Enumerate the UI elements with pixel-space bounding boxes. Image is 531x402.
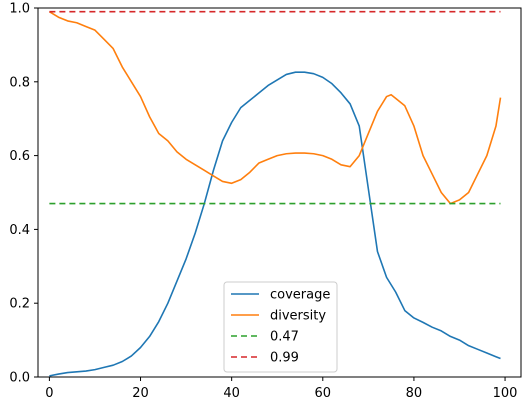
- y-tick-label: 0.0: [9, 371, 30, 386]
- y-tick-label: 1.0: [9, 2, 30, 17]
- series-line-coverage: [49, 71, 501, 377]
- y-tick-label: 0.2: [9, 297, 30, 312]
- legend-box: [223, 281, 338, 373]
- x-tick-label: 60: [315, 386, 332, 401]
- y-tick-label: 0.6: [9, 149, 30, 164]
- y-tick-label: 0.8: [9, 75, 30, 90]
- legend-label: 0.47: [270, 330, 299, 345]
- legend-label: 0.99: [270, 351, 299, 366]
- axes-frame: [37, 7, 522, 378]
- x-tick-label: 0: [45, 386, 53, 401]
- x-tick-label: 40: [223, 386, 240, 401]
- y-tick-label: 0.4: [9, 223, 30, 238]
- x-axis: 0 20 40 60 80 100: [45, 377, 517, 401]
- x-tick-label: 100: [493, 386, 518, 401]
- x-tick-label: 20: [132, 386, 149, 401]
- plot-lines: [48, 10, 502, 377]
- series-line-diversity: [48, 11, 502, 205]
- legend-label: diversity: [270, 309, 326, 324]
- legend: coverage diversity 0.47 0.99: [223, 281, 338, 373]
- legend-label: coverage: [270, 288, 330, 303]
- y-axis: 0.0 0.2 0.4 0.6 0.8 1.0: [9, 2, 38, 386]
- x-tick-label: 80: [406, 386, 423, 401]
